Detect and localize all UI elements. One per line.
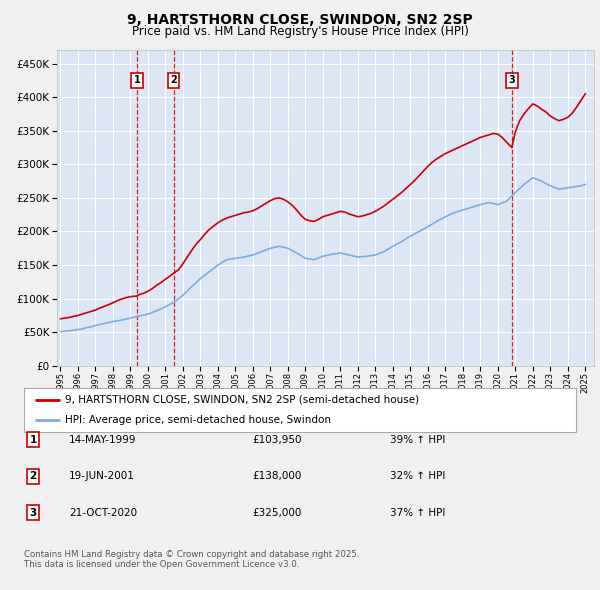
Text: 14-MAY-1999: 14-MAY-1999	[69, 435, 137, 444]
Text: 19-JUN-2001: 19-JUN-2001	[69, 471, 135, 481]
Text: 21-OCT-2020: 21-OCT-2020	[69, 508, 137, 517]
Text: 9, HARTSTHORN CLOSE, SWINDON, SN2 2SP: 9, HARTSTHORN CLOSE, SWINDON, SN2 2SP	[127, 13, 473, 27]
Text: 37% ↑ HPI: 37% ↑ HPI	[390, 508, 445, 517]
Text: 2: 2	[29, 471, 37, 481]
Text: Contains HM Land Registry data © Crown copyright and database right 2025.
This d: Contains HM Land Registry data © Crown c…	[24, 550, 359, 569]
Text: HPI: Average price, semi-detached house, Swindon: HPI: Average price, semi-detached house,…	[65, 415, 331, 425]
Text: 1: 1	[29, 435, 37, 444]
Text: £325,000: £325,000	[252, 508, 301, 517]
Text: 3: 3	[29, 508, 37, 517]
Text: 2: 2	[170, 75, 177, 85]
Text: 3: 3	[508, 75, 515, 85]
Text: 9, HARTSTHORN CLOSE, SWINDON, SN2 2SP (semi-detached house): 9, HARTSTHORN CLOSE, SWINDON, SN2 2SP (s…	[65, 395, 419, 405]
Text: 39% ↑ HPI: 39% ↑ HPI	[390, 435, 445, 444]
Text: £103,950: £103,950	[252, 435, 302, 444]
Text: £138,000: £138,000	[252, 471, 301, 481]
Text: 1: 1	[134, 75, 140, 85]
Text: Price paid vs. HM Land Registry's House Price Index (HPI): Price paid vs. HM Land Registry's House …	[131, 25, 469, 38]
Text: 32% ↑ HPI: 32% ↑ HPI	[390, 471, 445, 481]
